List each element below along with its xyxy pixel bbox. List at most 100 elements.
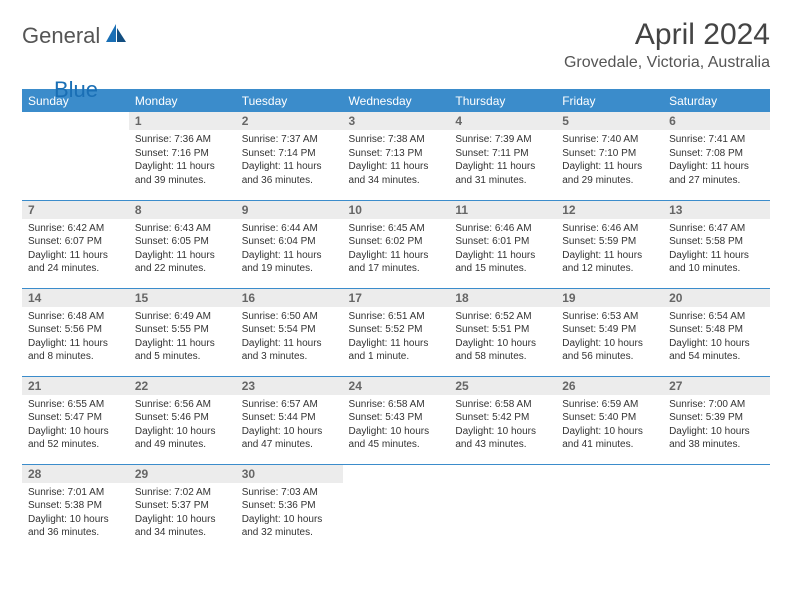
calendar-cell: 16 Sunrise: 6:50 AMSunset: 5:54 PMDayligh… [236,288,343,376]
daylight-line: Daylight: 11 hours and 36 minutes. [242,160,337,187]
calendar-cell: 13Sunrise: 6:47 AMSunset: 5:58 PMDayligh… [663,200,770,288]
day-details: Sunrise: 6:57 AMSunset: 5:44 PMDaylight:… [236,395,343,456]
calendar-cell: 8Sunrise: 6:43 AMSunset: 6:05 PMDaylight… [129,200,236,288]
daylight-line: Daylight: 11 hours and 15 minutes. [455,249,550,276]
daylight-line: Daylight: 11 hours and 3 minutes. [242,337,337,364]
day-number: 19 [556,289,663,307]
day-details: Sunrise: 6:42 AMSunset: 6:07 PMDaylight:… [22,219,129,280]
day-number: 9 [236,201,343,219]
daylight-line: Daylight: 10 hours and 45 minutes. [349,425,444,452]
sunrise-line: Sunrise: 6:57 AM [242,398,337,412]
calendar-cell: 4Sunrise: 7:39 AMSunset: 7:11 PMDaylight… [449,112,556,200]
sunset-line: Sunset: 7:10 PM [562,147,657,161]
calendar-week-row: 1Sunrise: 7:36 AMSunset: 7:16 PMDaylight… [22,112,770,200]
sunrise-line: Sunrise: 6:46 AM [455,222,550,236]
calendar-cell: 27Sunrise: 7:00 AMSunset: 5:39 PMDayligh… [663,376,770,464]
daylight-line: Daylight: 11 hours and 34 minutes. [349,160,444,187]
day-number: 17 [343,289,450,307]
daylight-line: Daylight: 11 hours and 5 minutes. [135,337,230,364]
day-details: Sunrise: 7:00 AMSunset: 5:39 PMDaylight:… [663,395,770,456]
sunrise-line: Sunrise: 7:36 AM [135,133,230,147]
day-number: 8 [129,201,236,219]
calendar-cell [449,464,556,552]
day-details: Sunrise: 6:47 AMSunset: 5:58 PMDaylight:… [663,219,770,280]
title-block: April 2024 Grovedale, Victoria, Australi… [564,18,770,72]
sunrise-line: Sunrise: 6:56 AM [135,398,230,412]
daylight-line: Daylight: 11 hours and 8 minutes. [28,337,123,364]
calendar-cell: 12Sunrise: 6:46 AMSunset: 5:59 PMDayligh… [556,200,663,288]
sunset-line: Sunset: 5:52 PM [349,323,444,337]
day-number: 14 [22,289,129,307]
calendar-cell: 25Sunrise: 6:58 AMSunset: 5:42 PMDayligh… [449,376,556,464]
day-number: 5 [556,112,663,130]
sunset-line: Sunset: 5:46 PM [135,411,230,425]
sunrise-line: Sunrise: 7:39 AM [455,133,550,147]
calendar-cell: 21Sunrise: 6:55 AMSunset: 5:47 PMDayligh… [22,376,129,464]
sunset-line: Sunset: 5:42 PM [455,411,550,425]
calendar-cell: 3Sunrise: 7:38 AMSunset: 7:13 PMDaylight… [343,112,450,200]
daylight-line: Daylight: 10 hours and 56 minutes. [562,337,657,364]
daylight-line: Daylight: 10 hours and 38 minutes. [669,425,764,452]
daylight-line: Daylight: 11 hours and 31 minutes. [455,160,550,187]
sunset-line: Sunset: 5:38 PM [28,499,123,513]
sunset-line: Sunset: 7:16 PM [135,147,230,161]
calendar-cell: 30Sunrise: 7:03 AMSunset: 5:36 PMDayligh… [236,464,343,552]
daylight-line: Daylight: 10 hours and 34 minutes. [135,513,230,540]
day-number: 7 [22,201,129,219]
day-details: Sunrise: 7:39 AMSunset: 7:11 PMDaylight:… [449,130,556,191]
calendar-cell: 2Sunrise: 7:37 AMSunset: 7:14 PMDaylight… [236,112,343,200]
daylight-line: Daylight: 10 hours and 36 minutes. [28,513,123,540]
brand-sail-icon [104,22,128,49]
sunrise-line: Sunrise: 6:47 AM [669,222,764,236]
weekday-header: Saturday [663,90,770,113]
day-details: Sunrise: 7:37 AMSunset: 7:14 PMDaylight:… [236,130,343,191]
calendar-week-row: 21Sunrise: 6:55 AMSunset: 5:47 PMDayligh… [22,376,770,464]
day-details: Sunrise: 7:03 AMSunset: 5:36 PMDaylight:… [236,483,343,544]
daylight-line: Daylight: 11 hours and 24 minutes. [28,249,123,276]
sunset-line: Sunset: 5:43 PM [349,411,444,425]
day-details: Sunrise: 6:54 AMSunset: 5:48 PMDaylight:… [663,307,770,368]
day-number: 12 [556,201,663,219]
calendar-cell [22,112,129,200]
day-number: 3 [343,112,450,130]
sunrise-line: Sunrise: 7:38 AM [349,133,444,147]
sunset-line: Sunset: 7:08 PM [669,147,764,161]
sunrise-line: Sunrise: 7:41 AM [669,133,764,147]
calendar-cell: 11Sunrise: 6:46 AMSunset: 6:01 PMDayligh… [449,200,556,288]
daylight-line: Daylight: 10 hours and 43 minutes. [455,425,550,452]
sunset-line: Sunset: 5:54 PM [242,323,337,337]
day-number: 10 [343,201,450,219]
daylight-line: Daylight: 10 hours and 54 minutes. [669,337,764,364]
day-details: Sunrise: 6:43 AMSunset: 6:05 PMDaylight:… [129,219,236,280]
sunset-line: Sunset: 5:44 PM [242,411,337,425]
sunrise-line: Sunrise: 7:00 AM [669,398,764,412]
day-number: 26 [556,377,663,395]
sunrise-line: Sunrise: 6:50 AM [242,310,337,324]
sunset-line: Sunset: 5:36 PM [242,499,337,513]
sunset-line: Sunset: 6:04 PM [242,235,337,249]
day-number: 24 [343,377,450,395]
day-details: Sunrise: 6:46 AMSunset: 6:01 PMDaylight:… [449,219,556,280]
day-number: 27 [663,377,770,395]
sunrise-line: Sunrise: 6:52 AM [455,310,550,324]
calendar-cell: 10Sunrise: 6:45 AMSunset: 6:02 PMDayligh… [343,200,450,288]
sunrise-line: Sunrise: 6:59 AM [562,398,657,412]
day-details: Sunrise: 6:46 AMSunset: 5:59 PMDaylight:… [556,219,663,280]
day-details: Sunrise: 6:58 AMSunset: 5:43 PMDaylight:… [343,395,450,456]
day-number: 11 [449,201,556,219]
calendar-cell: 24Sunrise: 6:58 AMSunset: 5:43 PMDayligh… [343,376,450,464]
day-number: 6 [663,112,770,130]
sunset-line: Sunset: 5:49 PM [562,323,657,337]
sunrise-line: Sunrise: 6:44 AM [242,222,337,236]
day-details: Sunrise: 6:58 AMSunset: 5:42 PMDaylight:… [449,395,556,456]
sunrise-line: Sunrise: 7:02 AM [135,486,230,500]
weekday-header: Monday [129,90,236,113]
day-number: 16 [236,289,343,307]
sunrise-line: Sunrise: 6:51 AM [349,310,444,324]
calendar-cell: 18Sunrise: 6:52 AMSunset: 5:51 PMDayligh… [449,288,556,376]
calendar-cell: 28Sunrise: 7:01 AMSunset: 5:38 PMDayligh… [22,464,129,552]
calendar-cell: 22Sunrise: 6:56 AMSunset: 5:46 PMDayligh… [129,376,236,464]
sunset-line: Sunset: 5:55 PM [135,323,230,337]
sunset-line: Sunset: 5:56 PM [28,323,123,337]
calendar-cell [343,464,450,552]
